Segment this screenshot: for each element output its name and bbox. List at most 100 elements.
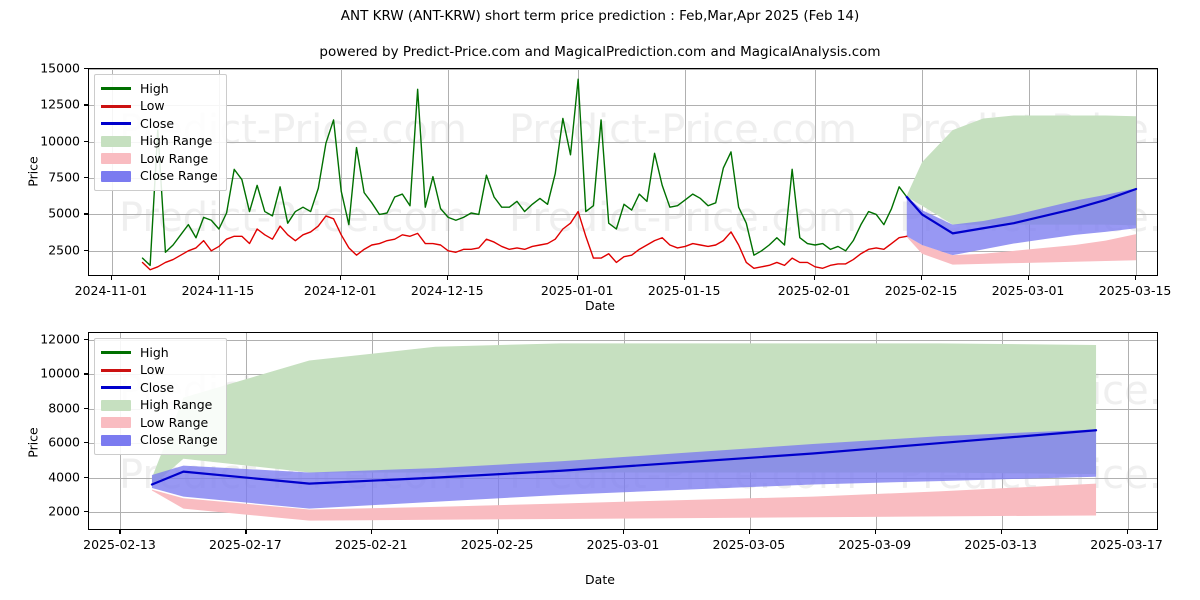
bottom-chart-data-layer xyxy=(150,343,1098,521)
bottom-chart-x-tick-label: 2025-02-17 xyxy=(209,537,282,552)
page-subtitle: powered by Predict-Price.com and Magical… xyxy=(319,44,881,60)
gridline-horizontal xyxy=(89,141,1157,143)
bottom-chart-x-axis-label: Date xyxy=(585,572,615,587)
top-chart-low-line xyxy=(141,210,908,271)
gridline-horizontal xyxy=(89,105,1157,107)
legend-item[interactable]: Low Range xyxy=(101,414,218,432)
top-chart-y-tick-label: 5000 xyxy=(48,205,80,221)
legend-item[interactable]: High xyxy=(101,80,218,98)
legend-item[interactable]: High Range xyxy=(101,133,218,151)
top-chart-x-tick-mark xyxy=(217,276,220,280)
legend-item[interactable]: Close Range xyxy=(101,168,218,186)
legend-item[interactable]: High Range xyxy=(101,397,218,415)
legend-swatch-high-range-icon xyxy=(101,135,131,147)
legend-label: Close Range xyxy=(140,168,218,183)
top-chart-x-tick-mark xyxy=(447,276,449,280)
gridline-horizontal xyxy=(89,214,1157,216)
bottom-chart-y-tick-mark xyxy=(84,373,88,375)
top-chart-high-range-band xyxy=(906,115,1137,226)
bottom-chart-y-tick-mark xyxy=(84,338,88,341)
top-chart-y-tick-mark xyxy=(84,213,88,215)
gridline-vertical xyxy=(448,69,450,275)
legend-item[interactable]: Low Range xyxy=(101,150,218,168)
bottom-chart-x-tick-label: 2025-02-21 xyxy=(334,537,408,552)
top-chart-x-tick-mark xyxy=(921,276,923,280)
bottom-chart-x-tick-label: 2025-03-13 xyxy=(964,537,1037,552)
top-chart-x-tick-mark xyxy=(340,276,342,280)
legend-swatch-high-icon xyxy=(101,351,131,355)
bottom-chart-x-tick-label: 2025-02-25 xyxy=(460,537,534,552)
gridline-vertical xyxy=(1136,69,1138,275)
top-chart-x-tick-mark xyxy=(684,276,686,280)
bottom-chart-y-tick-mark xyxy=(84,476,88,478)
legend-swatch-close-icon xyxy=(101,386,131,390)
legend-label: Low xyxy=(140,362,165,377)
legend-label: High xyxy=(140,80,169,96)
top-chart-legend[interactable]: High Low Close High Range Low Range Close Ran… xyxy=(94,74,227,191)
gridline-vertical xyxy=(685,69,687,275)
gridline-vertical xyxy=(815,69,817,275)
legend-label: Low Range xyxy=(140,150,209,166)
legend-swatch-high-range-icon xyxy=(101,399,131,411)
gridline-vertical xyxy=(341,69,343,275)
top-chart-x-axis-label: Date xyxy=(585,298,615,313)
top-chart-y-tick-mark xyxy=(84,68,88,70)
bottom-chart-x-tick-label: 2025-03-01 xyxy=(586,537,660,552)
top-chart-data-layer xyxy=(141,78,1138,271)
bottom-chart-x-tick-mark xyxy=(497,530,499,534)
bottom-chart-x-tick-mark xyxy=(748,530,751,534)
gridline-horizontal xyxy=(89,339,1157,341)
bottom-chart-x-tick-label: 2025-02-13 xyxy=(83,537,156,552)
bottom-chart-y-tick-mark xyxy=(84,407,88,409)
gridline-vertical xyxy=(578,69,580,275)
top-chart-x-tick-label: 2025-03-15 xyxy=(1098,283,1172,298)
top-chart-x-tick-label: 2025-02-01 xyxy=(777,283,851,298)
bottom-chart-plot-area: Predict-Price.comPredict-Price.comPredic… xyxy=(88,332,1158,530)
gridline-horizontal xyxy=(89,250,1157,252)
legend-label: Close xyxy=(140,115,175,131)
legend-label: High Range xyxy=(140,397,213,412)
top-chart-y-tick-label: 10000 xyxy=(40,133,80,149)
legend-label: High Range xyxy=(140,133,213,148)
top-chart-x-tick-mark xyxy=(1135,276,1137,280)
legend-item[interactable]: Low xyxy=(101,362,218,380)
legend-label: Close Range xyxy=(140,432,218,447)
top-chart-y-tick-label: 15000 xyxy=(40,60,80,76)
top-chart-panel: Price Date Predict-Price.com Predict-Pric… xyxy=(26,60,1172,314)
legend-item[interactable]: Low xyxy=(101,98,218,116)
legend-item[interactable]: Close Range xyxy=(101,432,218,450)
bottom-chart-y-tick-label: 10000 xyxy=(40,365,80,381)
top-chart-y-tick-mark xyxy=(84,104,88,106)
top-chart-x-tick-label: 2025-02-15 xyxy=(884,283,958,298)
gridline-horizontal xyxy=(89,178,1157,180)
bottom-chart-x-tick-mark xyxy=(371,530,373,534)
bottom-chart-y-tick-label: 8000 xyxy=(48,400,80,416)
legend-label: Low Range xyxy=(140,414,209,430)
top-chart-plot-area: Predict-Price.com Predict-Price.com Predic… xyxy=(88,68,1158,276)
bottom-chart-panel: Price Date Predict-Price.comPredict-Pric… xyxy=(0,320,1200,600)
top-chart-x-tick-mark xyxy=(577,276,579,280)
top-chart-x-tick-mark xyxy=(814,276,816,280)
legend-swatch-low-icon xyxy=(101,104,131,108)
bottom-chart-close-line xyxy=(150,429,1098,486)
top-chart-x-tick-label: 2024-12-01 xyxy=(303,283,377,298)
legend-swatch-close-range-icon xyxy=(101,434,131,446)
top-chart-x-tick-mark xyxy=(1028,276,1030,280)
watermark: Predict-Price.com xyxy=(119,194,467,241)
bottom-chart-low-range-band xyxy=(151,483,1097,521)
bottom-chart-legend[interactable]: High Low Close High Range Low Range Close Ran… xyxy=(94,338,227,455)
top-chart-y-tick-mark xyxy=(84,177,88,179)
legend-item[interactable]: Close xyxy=(101,379,218,397)
top-chart-x-tick-label: 2024-12-15 xyxy=(410,283,484,298)
top-chart-y-tick-label: 12500 xyxy=(40,96,80,112)
top-chart-x-tick-label: 2025-03-01 xyxy=(991,283,1065,298)
legend-item[interactable]: Close xyxy=(101,115,218,133)
bottom-chart-x-tick-mark xyxy=(119,530,121,534)
legend-item[interactable]: High xyxy=(101,344,218,362)
legend-swatch-high-icon xyxy=(101,87,131,91)
legend-label: Low xyxy=(140,98,165,113)
watermark: Predict-Price.com xyxy=(509,107,857,154)
top-chart-y-tick-mark xyxy=(84,249,88,251)
bottom-chart-y-tick-label: 6000 xyxy=(48,434,80,450)
top-chart-close-line xyxy=(905,187,1138,235)
